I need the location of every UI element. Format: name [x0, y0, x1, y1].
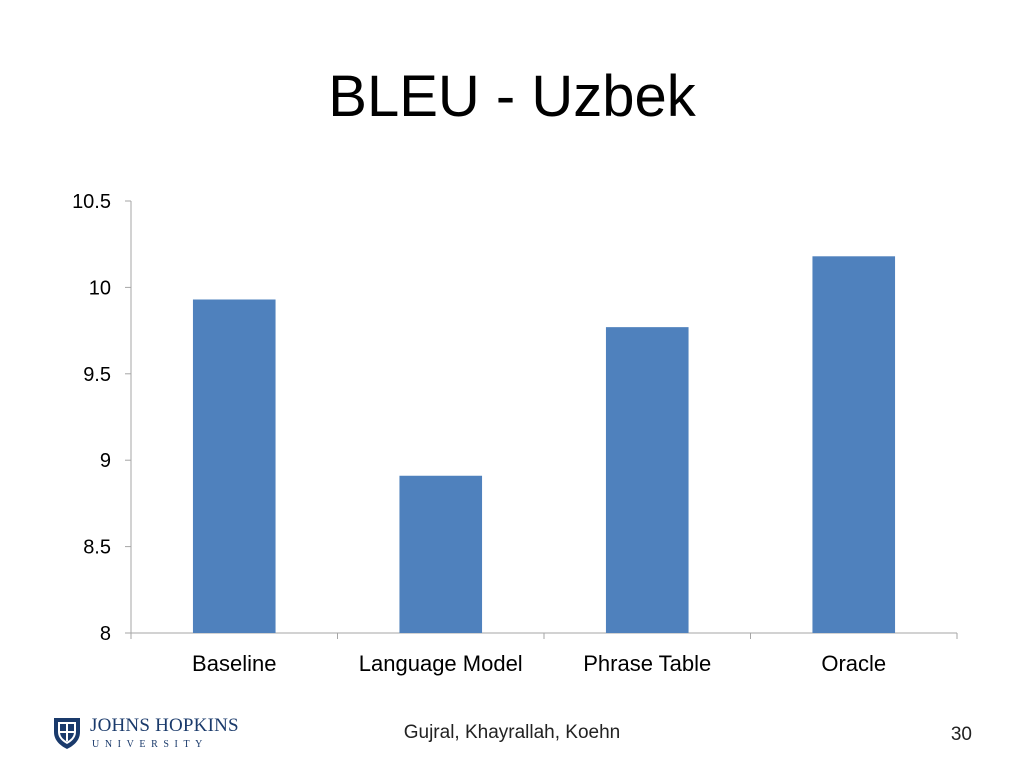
x-axis: Baseline Language Model Phrase Table Oracle: [130, 632, 958, 676]
x-tick-label: Phrase Table: [583, 651, 711, 676]
bar-oracle: [812, 256, 896, 633]
slide-number: 30: [950, 724, 972, 745]
y-axis: 8 8.5 9 9.5 10 10.5: [72, 191, 132, 645]
y-tick-label: 8.5: [83, 537, 111, 559]
x-tick-label: Baseline: [192, 651, 276, 676]
y-tick-label: 10: [89, 277, 111, 299]
university-logo: JOHNS HOPKINS UNIVERSITY: [52, 714, 252, 754]
bar-series: [192, 256, 896, 633]
y-tick-label: 9: [100, 450, 111, 472]
bar-language-model: [399, 475, 483, 633]
y-tick-label: 8: [100, 623, 111, 645]
logo-wordmark: JOHNS HOPKINS: [90, 715, 239, 736]
x-tick-label: Oracle: [821, 651, 886, 676]
y-tick-label: 9.5: [83, 364, 111, 386]
x-tick-label: Language Model: [359, 651, 523, 676]
slide-title: BLEU - Uzbek: [328, 64, 696, 129]
jhu-shield-icon: [54, 718, 80, 749]
bar-baseline: [192, 299, 276, 633]
bar-chart: 8 8.5 9 9.5 10 10.5 Baseline Language Model Phr…: [72, 191, 958, 676]
bar-phrase-table: [605, 327, 689, 633]
logo-subtitle: UNIVERSITY: [92, 739, 208, 750]
footer-authors: Gujral, Khayrallah, Koehn: [403, 722, 621, 743]
y-tick-label: 10.5: [72, 191, 111, 213]
